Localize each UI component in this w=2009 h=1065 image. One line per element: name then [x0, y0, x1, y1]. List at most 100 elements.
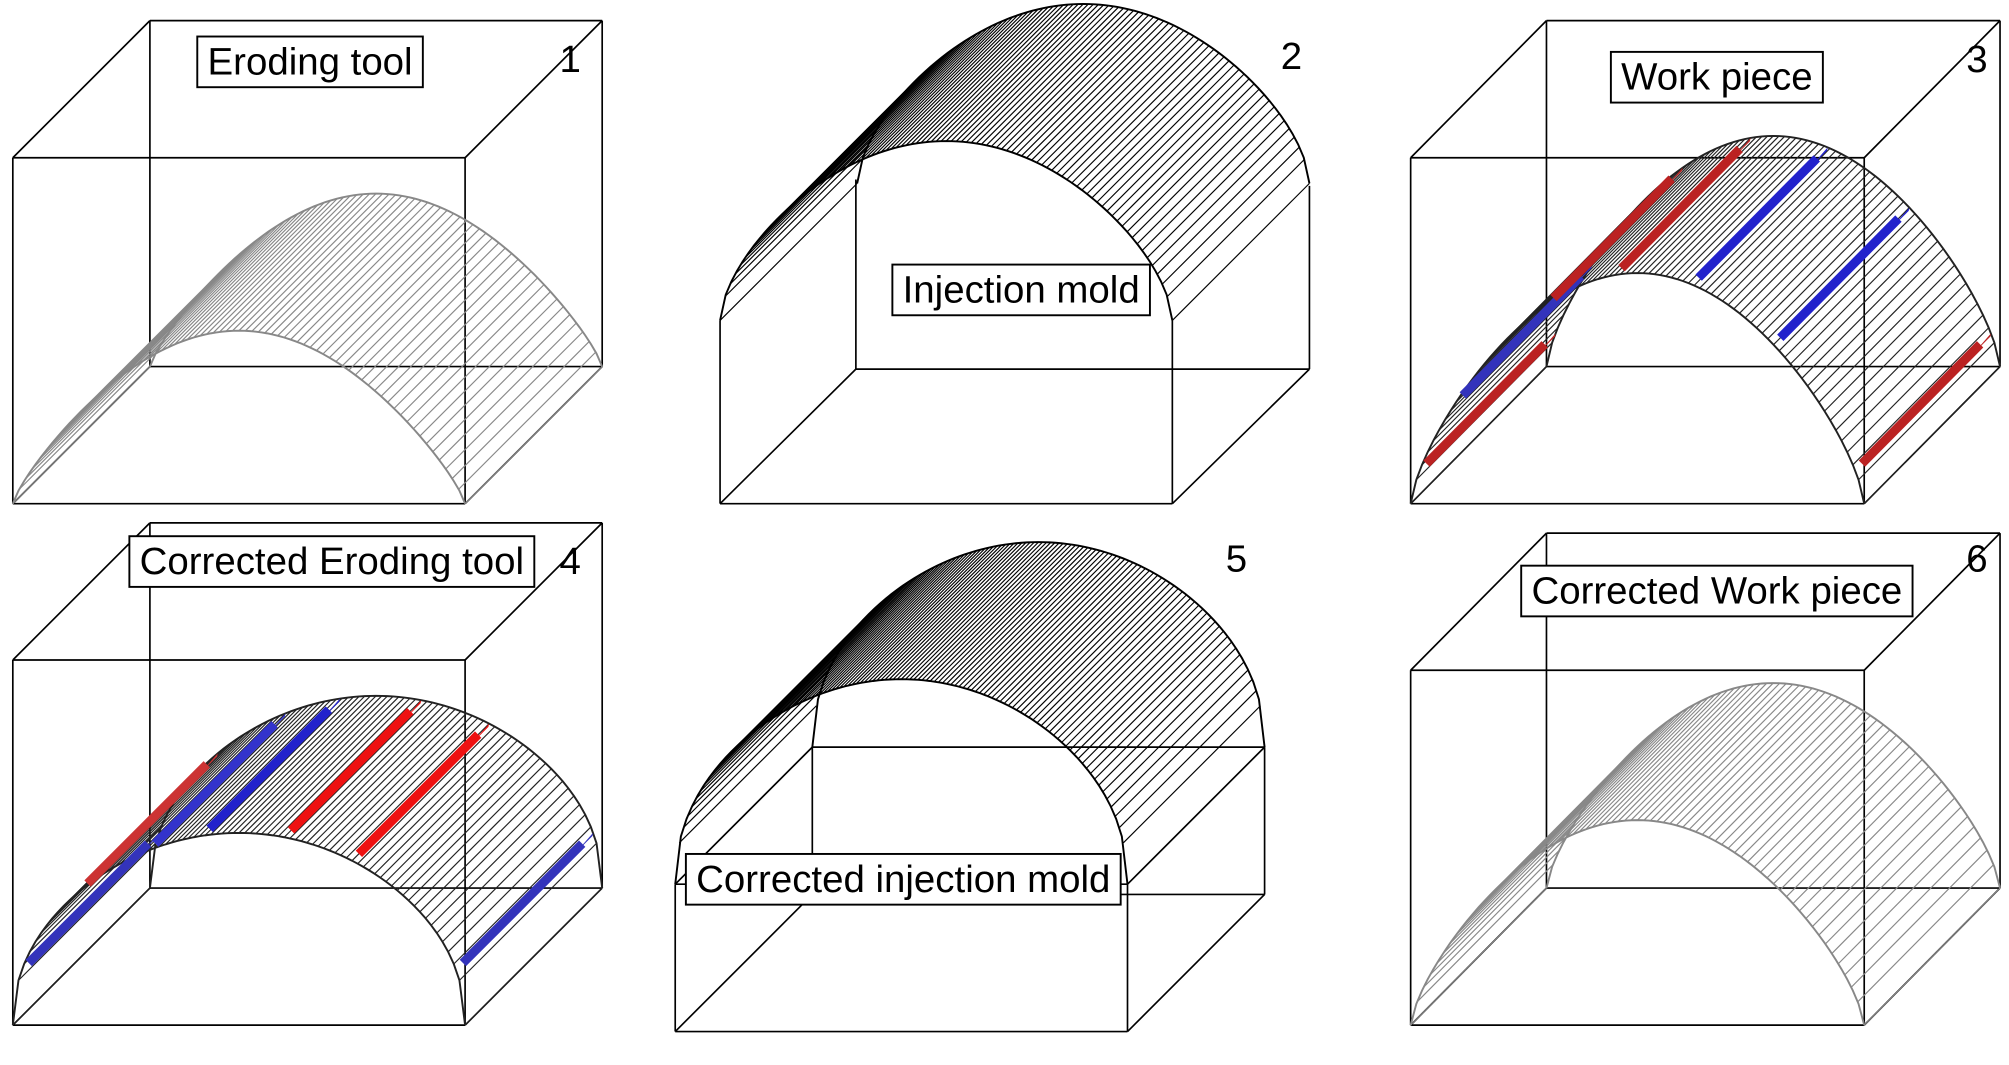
- hatch-line: [120, 727, 257, 864]
- hatch-line: [794, 568, 931, 705]
- hatch-line: [846, 30, 983, 167]
- hatch-line: [1853, 328, 1989, 465]
- hatch-line: [1785, 220, 1921, 357]
- hatch-line: [1521, 730, 1657, 867]
- hatch-line: [1858, 865, 1994, 1002]
- hatch-line: [931, 5, 1068, 142]
- hatch-line: [840, 551, 977, 688]
- hatch-line: [1813, 257, 1949, 394]
- hatch-line: [1417, 865, 1553, 1002]
- deviation-arrow: [1780, 219, 1898, 338]
- arch-edge: [1411, 273, 1865, 504]
- hatch-line: [1847, 315, 1983, 452]
- hatch-line: [394, 271, 531, 408]
- hatch-line: [1103, 655, 1240, 792]
- edge: [720, 369, 856, 504]
- hatch-line: [278, 199, 415, 336]
- hatch-line: [1715, 704, 1851, 841]
- hatch-line: [291, 202, 428, 339]
- hatch-line: [762, 589, 899, 726]
- hatch-line: [1808, 249, 1944, 386]
- hatch-line: [1162, 147, 1299, 284]
- hatch-line: [1112, 79, 1249, 216]
- hatch-line: [827, 554, 964, 691]
- hatch-line: [1433, 304, 1569, 441]
- panel-number: 3: [1966, 38, 1987, 81]
- hatch-line: [452, 341, 589, 478]
- panel-label: Corrected Work piece: [1531, 570, 1902, 613]
- hatch-line: [265, 196, 402, 333]
- hatch-line: [1657, 684, 1793, 821]
- hatch-line: [975, 554, 1112, 691]
- hatch-line: [420, 299, 557, 436]
- hatch-line: [323, 217, 460, 354]
- hatch-line: [1095, 642, 1232, 779]
- hatch-line: [831, 553, 968, 690]
- arch-edge: [13, 833, 465, 1025]
- deviation-arrow: [29, 844, 148, 963]
- deviation-arrow: [359, 735, 478, 854]
- hatch-line: [161, 213, 298, 350]
- hatch-line: [1119, 691, 1256, 828]
- hatch-line: [836, 36, 973, 173]
- hatch-line: [1058, 602, 1195, 739]
- panel-label: Corrected injection mold: [696, 858, 1110, 901]
- hatch-line: [407, 285, 544, 422]
- hatch-line: [403, 758, 540, 895]
- hatch-line: [1411, 367, 1547, 504]
- hatch-line: [284, 200, 421, 337]
- hatch-line: [433, 315, 570, 452]
- hatch-line: [1812, 789, 1948, 926]
- edge: [13, 21, 150, 158]
- hatch-line: [720, 183, 857, 320]
- hatch-line: [871, 19, 1008, 156]
- hatch-line: [1734, 172, 1870, 309]
- hatch-line: [1041, 589, 1178, 726]
- hatch-line: [342, 229, 479, 366]
- hatch-line: [336, 225, 473, 362]
- hatch-line: [446, 332, 583, 469]
- panel-label: Injection mold: [903, 268, 1140, 311]
- hatch-line: [1070, 613, 1207, 750]
- edge: [1411, 21, 1547, 158]
- hatch-line: [1677, 142, 1813, 279]
- hatch-line: [1793, 767, 1929, 904]
- hatch-line: [1439, 293, 1575, 430]
- hatch-line: [19, 352, 156, 489]
- hatch-line: [1437, 827, 1573, 964]
- hatch-line: [239, 194, 376, 331]
- hatch-line: [1851, 850, 1987, 987]
- hatch-line: [187, 202, 324, 339]
- panel-number: 5: [1226, 537, 1247, 580]
- hatch-line: [1000, 564, 1137, 701]
- hatch-line: [1592, 690, 1728, 827]
- panel-3-label: Work piece: [1611, 52, 1823, 103]
- panel-4-label: Corrected Eroding tool: [129, 536, 534, 587]
- panel-number: 6: [1966, 537, 1987, 580]
- hatch-line: [1047, 30, 1184, 167]
- page: html, body { margin: 0; padding: 0; back…: [0, 0, 2009, 1065]
- hatch-line: [1799, 774, 1935, 911]
- edge: [465, 21, 602, 158]
- panel-number: 2: [1281, 35, 1302, 78]
- hatch-line: [1128, 747, 1265, 884]
- labels: Eroding tool 1 Injection mold 2 Work pie…: [129, 35, 1987, 904]
- hatch-line: [1836, 293, 1972, 430]
- hatch-line: [1025, 578, 1162, 715]
- panel-number: 4: [559, 540, 580, 583]
- hatch-line: [1592, 144, 1728, 281]
- hatch-line: [194, 200, 331, 337]
- hatch-line: [1754, 730, 1890, 867]
- edge: [675, 894, 812, 1031]
- hatch-line: [1745, 181, 1881, 318]
- hatch-line: [1082, 53, 1219, 190]
- hatch-line: [786, 573, 923, 710]
- hatch-line: [881, 15, 1018, 152]
- hatch-line: [782, 575, 919, 712]
- hatch-line: [13, 367, 150, 504]
- hatch-line: [1534, 720, 1670, 857]
- hatch-line: [1037, 586, 1174, 723]
- panel-label: Work piece: [1621, 56, 1812, 99]
- hatch-line: [1097, 65, 1234, 202]
- hatch-line: [1767, 741, 1903, 878]
